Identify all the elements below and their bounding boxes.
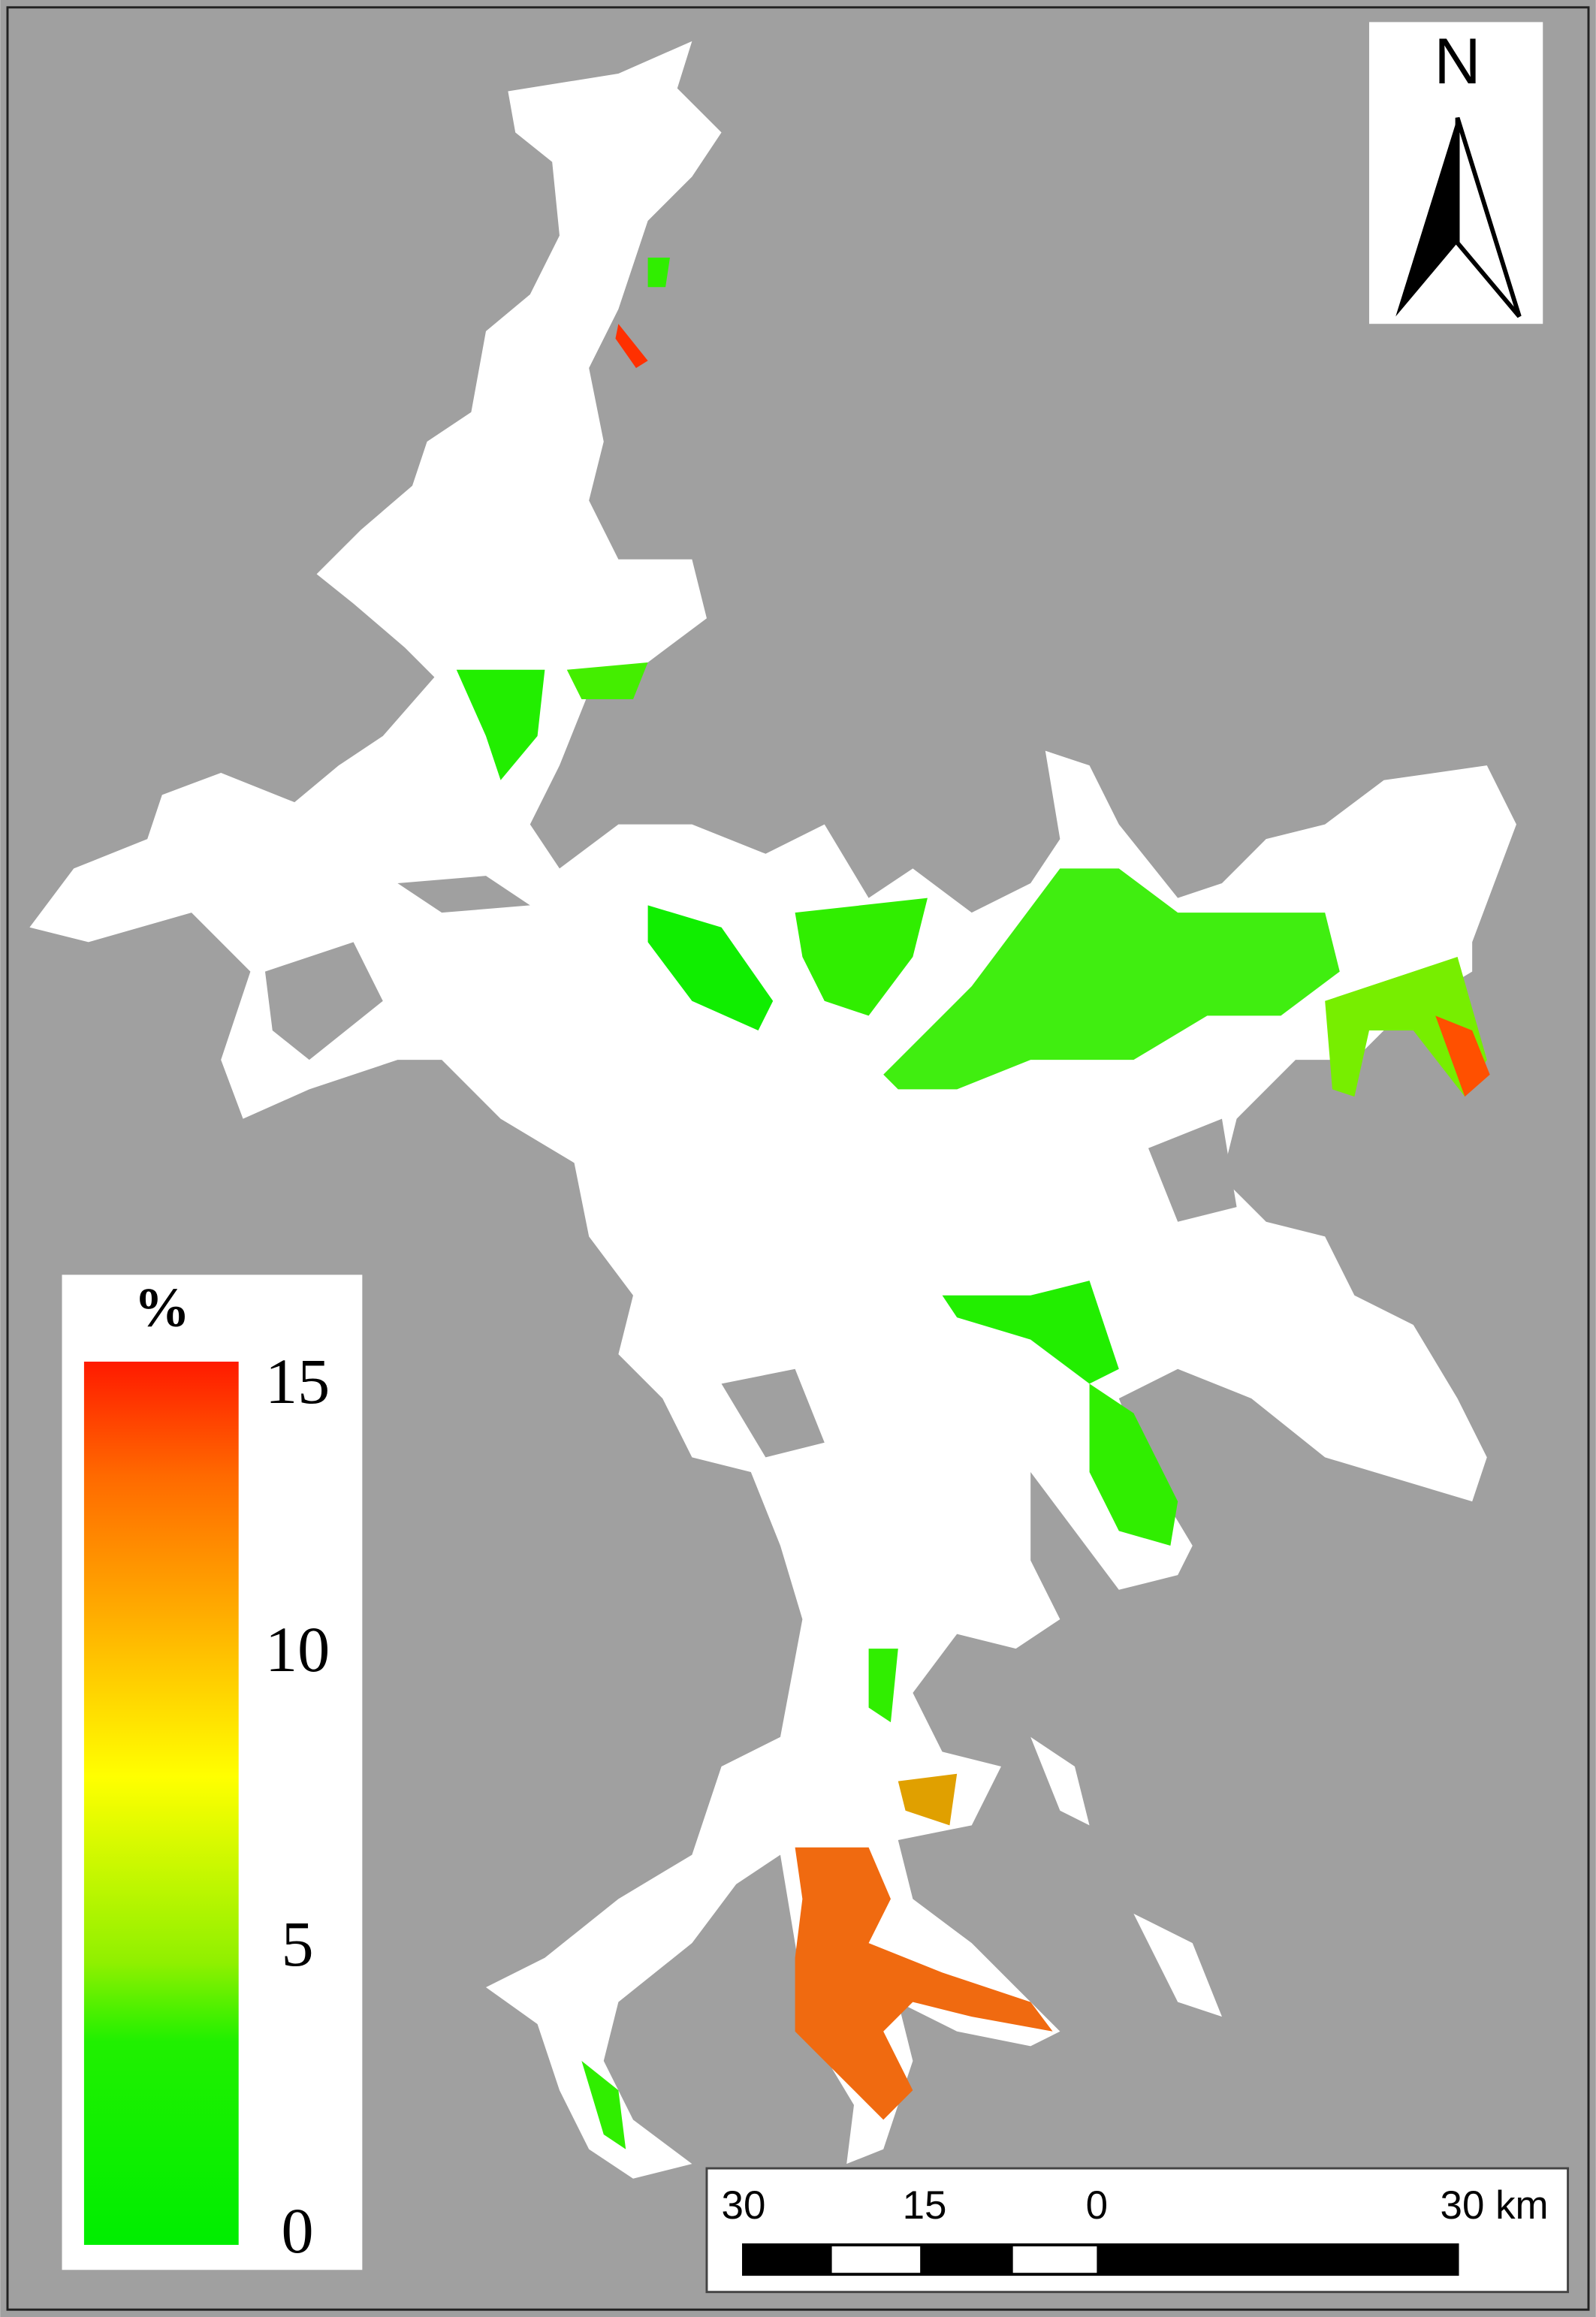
legend-tick-label: 0 (282, 2195, 314, 2267)
scale-label: 30 km (1441, 2183, 1549, 2228)
north-arrow-box: N (1368, 22, 1543, 324)
land-islands (264, 876, 1237, 1458)
legend-tick-label: 15 (265, 1345, 330, 1417)
legend-title: % (134, 1277, 190, 1338)
legend: % 0 5 10 15 (62, 1275, 363, 2270)
legend-tick-label: 10 (265, 1613, 330, 1685)
north-label: N (1434, 26, 1480, 98)
scale-label: 0 (1086, 2183, 1108, 2228)
scale-label: 15 (903, 2183, 947, 2228)
lake (29, 41, 1516, 2179)
scale-bar: 30 15 0 30 km (705, 2167, 1570, 2294)
legend-tick-label: 5 (282, 1908, 314, 1980)
scale-label: 30 (722, 2183, 766, 2228)
map-frame (6, 6, 1590, 2311)
value-patches (456, 257, 1490, 2150)
color-ramp (83, 1361, 239, 2245)
